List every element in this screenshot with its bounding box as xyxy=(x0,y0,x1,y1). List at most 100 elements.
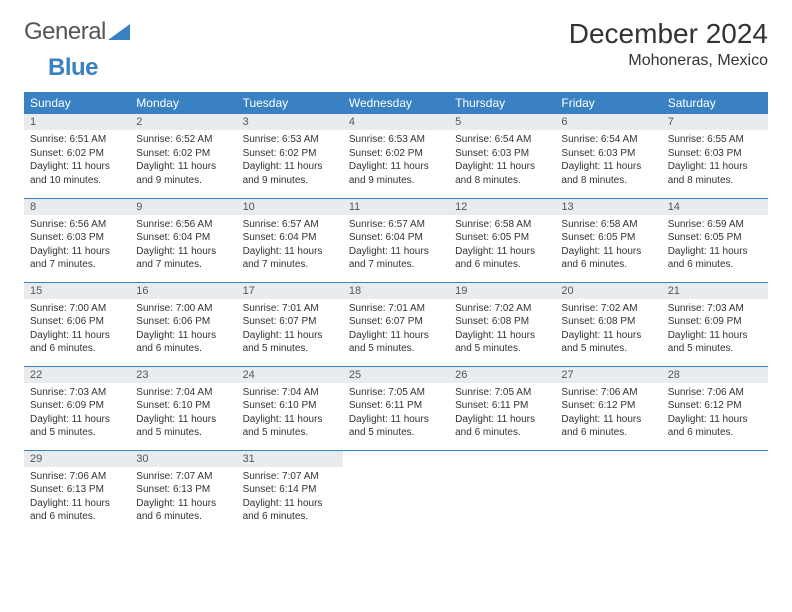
logo-text-blue: Blue xyxy=(48,54,98,82)
sunset-text: Sunset: 6:13 PM xyxy=(30,483,124,497)
sunrise-text: Sunrise: 6:56 AM xyxy=(30,218,124,232)
daylight-text: Daylight: 11 hours and 5 minutes. xyxy=(349,329,443,356)
logo: General xyxy=(24,18,130,46)
sunset-text: Sunset: 6:02 PM xyxy=(349,147,443,161)
day-body: Sunrise: 6:54 AMSunset: 6:03 PMDaylight:… xyxy=(449,130,555,191)
daylight-text: Daylight: 11 hours and 5 minutes. xyxy=(668,329,762,356)
day-number: 1 xyxy=(24,114,130,130)
daylight-text: Daylight: 11 hours and 6 minutes. xyxy=(136,329,230,356)
day-number: 2 xyxy=(130,114,236,130)
day-body: Sunrise: 7:02 AMSunset: 6:08 PMDaylight:… xyxy=(555,299,661,360)
sunset-text: Sunset: 6:10 PM xyxy=(136,399,230,413)
day-body: Sunrise: 7:03 AMSunset: 6:09 PMDaylight:… xyxy=(24,383,130,444)
day-body: Sunrise: 7:05 AMSunset: 6:11 PMDaylight:… xyxy=(343,383,449,444)
day-number: 9 xyxy=(130,199,236,215)
day-cell: 25Sunrise: 7:05 AMSunset: 6:11 PMDayligh… xyxy=(343,366,449,450)
day-number: 7 xyxy=(662,114,768,130)
daylight-text: Daylight: 11 hours and 8 minutes. xyxy=(455,160,549,187)
daylight-text: Daylight: 11 hours and 6 minutes. xyxy=(668,413,762,440)
sunrise-text: Sunrise: 6:53 AM xyxy=(349,133,443,147)
sunset-text: Sunset: 6:13 PM xyxy=(136,483,230,497)
sunset-text: Sunset: 6:14 PM xyxy=(243,483,337,497)
day-cell: 26Sunrise: 7:05 AMSunset: 6:11 PMDayligh… xyxy=(449,366,555,450)
day-body: Sunrise: 6:58 AMSunset: 6:05 PMDaylight:… xyxy=(449,215,555,276)
sunrise-text: Sunrise: 7:04 AM xyxy=(243,386,337,400)
day-cell: 30Sunrise: 7:07 AMSunset: 6:13 PMDayligh… xyxy=(130,450,236,534)
day-cell: 8Sunrise: 6:56 AMSunset: 6:03 PMDaylight… xyxy=(24,198,130,282)
daylight-text: Daylight: 11 hours and 9 minutes. xyxy=(136,160,230,187)
day-cell xyxy=(662,450,768,534)
day-number: 25 xyxy=(343,367,449,383)
daylight-text: Daylight: 11 hours and 7 minutes. xyxy=(30,245,124,272)
day-cell: 1Sunrise: 6:51 AMSunset: 6:02 PMDaylight… xyxy=(24,114,130,198)
sunset-text: Sunset: 6:09 PM xyxy=(668,315,762,329)
day-cell: 7Sunrise: 6:55 AMSunset: 6:03 PMDaylight… xyxy=(662,114,768,198)
day-cell: 23Sunrise: 7:04 AMSunset: 6:10 PMDayligh… xyxy=(130,366,236,450)
sunrise-text: Sunrise: 6:57 AM xyxy=(243,218,337,232)
day-cell: 20Sunrise: 7:02 AMSunset: 6:08 PMDayligh… xyxy=(555,282,661,366)
day-number: 24 xyxy=(237,367,343,383)
sunrise-text: Sunrise: 7:01 AM xyxy=(349,302,443,316)
sunrise-text: Sunrise: 7:00 AM xyxy=(30,302,124,316)
day-cell xyxy=(343,450,449,534)
week-row: 22Sunrise: 7:03 AMSunset: 6:09 PMDayligh… xyxy=(24,366,768,450)
sunrise-text: Sunrise: 6:53 AM xyxy=(243,133,337,147)
sunset-text: Sunset: 6:12 PM xyxy=(561,399,655,413)
sunrise-text: Sunrise: 6:54 AM xyxy=(561,133,655,147)
sunrise-text: Sunrise: 7:07 AM xyxy=(243,470,337,484)
day-body: Sunrise: 6:56 AMSunset: 6:03 PMDaylight:… xyxy=(24,215,130,276)
week-row: 15Sunrise: 7:00 AMSunset: 6:06 PMDayligh… xyxy=(24,282,768,366)
daylight-text: Daylight: 11 hours and 7 minutes. xyxy=(243,245,337,272)
day-body: Sunrise: 7:05 AMSunset: 6:11 PMDaylight:… xyxy=(449,383,555,444)
daylight-text: Daylight: 11 hours and 6 minutes. xyxy=(455,413,549,440)
day-body: Sunrise: 7:00 AMSunset: 6:06 PMDaylight:… xyxy=(130,299,236,360)
sunrise-text: Sunrise: 6:58 AM xyxy=(455,218,549,232)
sunrise-text: Sunrise: 7:04 AM xyxy=(136,386,230,400)
day-number: 13 xyxy=(555,199,661,215)
day-body: Sunrise: 6:54 AMSunset: 6:03 PMDaylight:… xyxy=(555,130,661,191)
day-body: Sunrise: 6:58 AMSunset: 6:05 PMDaylight:… xyxy=(555,215,661,276)
day-cell: 19Sunrise: 7:02 AMSunset: 6:08 PMDayligh… xyxy=(449,282,555,366)
day-body: Sunrise: 7:01 AMSunset: 6:07 PMDaylight:… xyxy=(237,299,343,360)
weekday-header-row: Sunday Monday Tuesday Wednesday Thursday… xyxy=(24,92,768,114)
week-row: 8Sunrise: 6:56 AMSunset: 6:03 PMDaylight… xyxy=(24,198,768,282)
day-body: Sunrise: 7:06 AMSunset: 6:12 PMDaylight:… xyxy=(555,383,661,444)
day-number: 29 xyxy=(24,451,130,467)
daylight-text: Daylight: 11 hours and 6 minutes. xyxy=(455,245,549,272)
sunrise-text: Sunrise: 7:02 AM xyxy=(561,302,655,316)
sunset-text: Sunset: 6:02 PM xyxy=(30,147,124,161)
weekday-header: Tuesday xyxy=(237,92,343,114)
location: Mohoneras, Mexico xyxy=(569,52,768,70)
sunset-text: Sunset: 6:02 PM xyxy=(136,147,230,161)
sunset-text: Sunset: 6:06 PM xyxy=(136,315,230,329)
sunrise-text: Sunrise: 6:59 AM xyxy=(668,218,762,232)
day-body: Sunrise: 7:03 AMSunset: 6:09 PMDaylight:… xyxy=(662,299,768,360)
day-cell: 9Sunrise: 6:56 AMSunset: 6:04 PMDaylight… xyxy=(130,198,236,282)
day-body: Sunrise: 7:04 AMSunset: 6:10 PMDaylight:… xyxy=(130,383,236,444)
day-cell: 31Sunrise: 7:07 AMSunset: 6:14 PMDayligh… xyxy=(237,450,343,534)
day-number: 4 xyxy=(343,114,449,130)
day-number: 11 xyxy=(343,199,449,215)
day-cell: 21Sunrise: 7:03 AMSunset: 6:09 PMDayligh… xyxy=(662,282,768,366)
sunrise-text: Sunrise: 7:07 AM xyxy=(136,470,230,484)
day-number: 15 xyxy=(24,283,130,299)
day-cell: 15Sunrise: 7:00 AMSunset: 6:06 PMDayligh… xyxy=(24,282,130,366)
sunset-text: Sunset: 6:04 PM xyxy=(243,231,337,245)
weekday-header: Thursday xyxy=(449,92,555,114)
sunrise-text: Sunrise: 7:01 AM xyxy=(243,302,337,316)
weekday-header: Saturday xyxy=(662,92,768,114)
month-title: December 2024 xyxy=(569,18,768,50)
daylight-text: Daylight: 11 hours and 6 minutes. xyxy=(243,497,337,524)
day-cell: 14Sunrise: 6:59 AMSunset: 6:05 PMDayligh… xyxy=(662,198,768,282)
sunset-text: Sunset: 6:03 PM xyxy=(455,147,549,161)
weekday-header: Monday xyxy=(130,92,236,114)
day-number: 21 xyxy=(662,283,768,299)
day-body: Sunrise: 7:07 AMSunset: 6:13 PMDaylight:… xyxy=(130,467,236,528)
day-body: Sunrise: 7:00 AMSunset: 6:06 PMDaylight:… xyxy=(24,299,130,360)
sunset-text: Sunset: 6:09 PM xyxy=(30,399,124,413)
title-block: December 2024 Mohoneras, Mexico xyxy=(569,18,768,70)
day-cell: 12Sunrise: 6:58 AMSunset: 6:05 PMDayligh… xyxy=(449,198,555,282)
day-cell xyxy=(449,450,555,534)
day-body: Sunrise: 7:02 AMSunset: 6:08 PMDaylight:… xyxy=(449,299,555,360)
logo-triangle-icon xyxy=(108,24,130,40)
